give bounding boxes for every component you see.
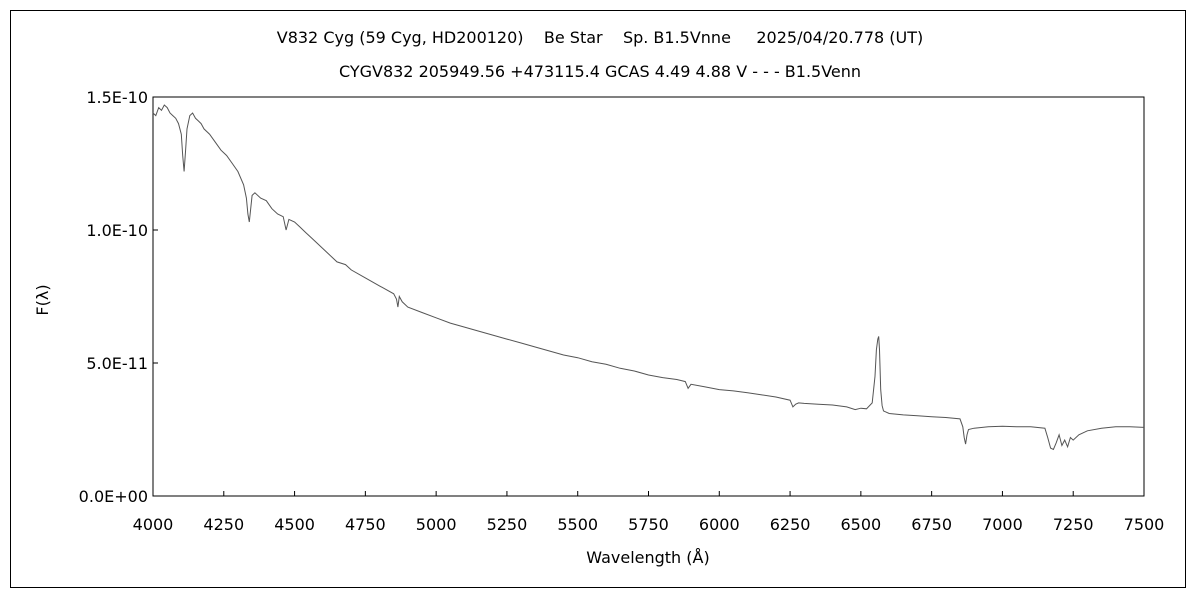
x-tick-label: 4000 <box>133 515 174 534</box>
x-tick-label: 7500 <box>1124 515 1165 534</box>
x-tick-label: 4500 <box>274 515 315 534</box>
y-axis-label: F(λ) <box>33 284 52 315</box>
plot-area <box>152 96 1145 497</box>
x-tick-label: 6000 <box>699 515 740 534</box>
x-tick-label: 7250 <box>1053 515 1094 534</box>
y-tick-label: 1.5E-10 <box>86 88 148 107</box>
x-tick-label: 5000 <box>416 515 457 534</box>
chart-title: V832 Cyg (59 Cyg, HD200120) Be Star Sp. … <box>276 28 924 47</box>
x-tick-label: 5500 <box>557 515 598 534</box>
x-tick-label: 6250 <box>770 515 811 534</box>
x-tick-label: 6500 <box>840 515 881 534</box>
x-tick-label: 6750 <box>911 515 952 534</box>
y-tick-label: 1.0E-10 <box>86 221 148 240</box>
x-tick-label: 7000 <box>982 515 1023 534</box>
x-axis-label: Wavelength (Å) <box>586 548 709 567</box>
spectrum-line <box>152 104 1145 451</box>
y-tick-label: 0.0E+00 <box>79 487 148 506</box>
y-axis-ticks: 0.0E+00 5.0E-11 1.0E-10 1.5E-10 <box>79 88 158 506</box>
x-tick-label: 5250 <box>487 515 528 534</box>
x-axis-ticks: 4000 4250 4500 4750 5000 5250 5500 5750 6000 6250… <box>133 491 1165 534</box>
x-tick-label: 5750 <box>628 515 669 534</box>
chart-subtitle: CYGV832 205949.56 +473115.4 GCAS 4.49 4.… <box>338 62 862 81</box>
x-tick-label: 4750 <box>345 515 386 534</box>
y-tick-label: 5.0E-11 <box>86 354 148 373</box>
x-tick-label: 4250 <box>203 515 244 534</box>
